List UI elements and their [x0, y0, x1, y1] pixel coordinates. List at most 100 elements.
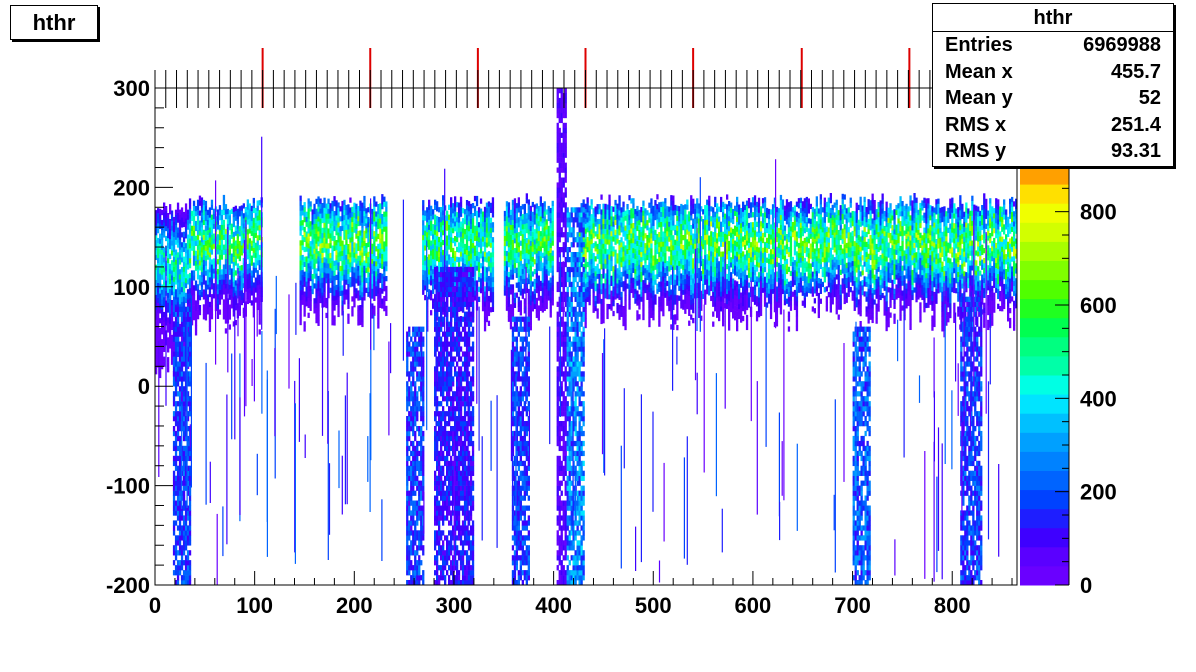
heat-cell — [624, 280, 627, 286]
heat-cell — [210, 244, 214, 250]
heat-cell — [331, 235, 334, 241]
heat-cell — [351, 241, 354, 247]
heat-cell — [541, 232, 544, 239]
heat-cell — [155, 249, 158, 256]
heat-cell — [624, 310, 627, 316]
heat-cell — [596, 273, 599, 279]
heat-cell — [220, 244, 224, 250]
heat-cell — [258, 279, 261, 285]
heat-cell — [228, 279, 231, 285]
heat-cell — [680, 233, 683, 239]
heat-cell — [487, 305, 491, 312]
heat-cell — [660, 276, 663, 282]
heat-cell — [343, 269, 346, 275]
heat-cell — [728, 325, 731, 331]
heat-cell — [381, 228, 384, 235]
heat-cell — [206, 269, 210, 275]
heat-cell — [718, 301, 721, 307]
heat-cell — [224, 248, 228, 255]
heat-cell — [216, 288, 220, 295]
heat-cell — [355, 263, 358, 269]
heat-cell — [662, 281, 665, 287]
heat-cell — [545, 293, 548, 300]
heat-cell — [321, 267, 324, 273]
heat-cell — [477, 296, 481, 302]
heat-cell — [547, 260, 550, 266]
heat-cell — [513, 262, 517, 269]
heat-cell — [670, 314, 673, 320]
heat-cell — [236, 263, 239, 269]
heat-cell — [533, 293, 536, 300]
heat-cell — [479, 208, 483, 214]
heat-cell — [176, 287, 180, 293]
heat-cell — [718, 251, 721, 257]
heat-cell — [549, 212, 552, 219]
heat-cell — [450, 217, 453, 223]
heat-cell — [208, 207, 212, 213]
heat-cell — [650, 198, 653, 204]
heat-cell — [648, 292, 651, 298]
heat-cell — [652, 220, 655, 226]
heat-cell — [600, 284, 603, 290]
heat-cell — [377, 233, 380, 240]
heat-cell — [751, 212, 755, 218]
heat-cell — [198, 225, 202, 231]
heat-cell — [676, 250, 679, 256]
heat-cell — [652, 310, 655, 316]
heat-cell — [614, 249, 617, 255]
heat-cell — [161, 359, 164, 365]
heat-cell — [692, 303, 695, 309]
heat-cell — [230, 283, 233, 289]
heat-cell — [700, 251, 703, 257]
heat-cell — [167, 292, 170, 298]
heat-cell — [315, 278, 318, 284]
heat-cell — [481, 236, 485, 242]
heat-cell — [456, 271, 459, 277]
heat-cell — [680, 253, 683, 259]
heat-cell — [674, 229, 677, 236]
heat-cell — [250, 210, 253, 217]
heat-cell — [228, 314, 231, 320]
heat-cell — [385, 285, 388, 292]
heat-cell — [517, 197, 520, 203]
heat-cell — [240, 220, 243, 226]
heat-cell — [349, 282, 352, 288]
heat-cell — [331, 220, 334, 226]
heat-cell — [742, 301, 745, 307]
heat-cell — [230, 288, 233, 294]
heat-cell — [184, 282, 188, 289]
heat-cell — [670, 215, 673, 221]
heat-cell — [204, 290, 208, 296]
heat-cell — [646, 240, 649, 246]
heat-cell — [588, 240, 591, 246]
heat-cell — [738, 274, 741, 280]
heat-cell — [238, 285, 241, 291]
heat-cell — [704, 239, 707, 246]
heat-cell — [535, 272, 538, 279]
heat-cell — [317, 310, 320, 316]
heat-cell — [432, 244, 435, 250]
heat-cell — [726, 264, 729, 270]
heat-cell — [531, 306, 534, 312]
heat-cell — [159, 278, 162, 284]
heat-cell — [718, 266, 721, 272]
heat-cell — [632, 213, 635, 219]
heat-cell — [196, 284, 200, 290]
heat-cell — [732, 248, 735, 254]
heat-cell — [720, 296, 723, 302]
heat-cell — [170, 324, 174, 331]
heat-cell — [624, 290, 627, 296]
heat-cell — [459, 196, 463, 202]
heat-cell — [644, 248, 647, 254]
heat-cell — [299, 280, 302, 286]
heat-cell — [442, 195, 445, 201]
heat-cell — [475, 280, 479, 286]
heat-cell — [672, 215, 675, 221]
heat-cell — [373, 216, 376, 222]
heat-cell — [531, 246, 534, 252]
heat-cell — [646, 264, 649, 271]
heat-cell — [325, 233, 328, 239]
heat-cell — [174, 259, 178, 265]
heat-cell — [333, 320, 336, 326]
heat-cell — [680, 273, 683, 279]
